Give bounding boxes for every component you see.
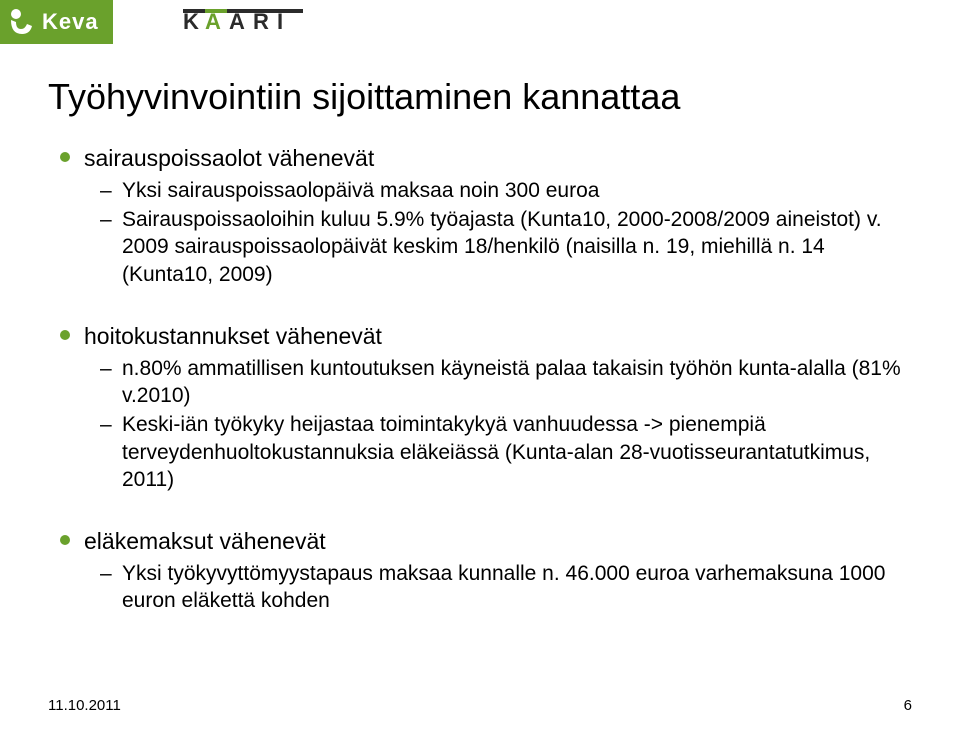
bullet-dot-icon [60,535,70,545]
keva-wordmark: Keva [42,9,99,35]
bullet-dash-icon: – [100,206,112,233]
bullet-level1: sairauspoissaolot vähenevät [60,144,910,173]
bullet-dot-icon [60,330,70,340]
footer: 11.10.2011 6 [48,697,912,714]
keva-logo: Keva [0,0,113,44]
bullet-text: n.80% ammatillisen kuntoutuksen käyneist… [122,355,910,410]
header: Keva K A A R I [0,0,960,44]
bullet-dash-icon: – [100,177,112,204]
slide-title: Työhyvinvointiin sijoittaminen kannattaa [48,76,680,118]
kaari-logo: K A A R I [183,7,333,37]
bullet-dot-icon [60,152,70,162]
bullet-level1: eläkemaksut vähenevät [60,527,910,556]
bullet-text: Yksi työkyvyttömyystapaus maksaa kunnall… [122,560,910,615]
bullet-level2: – Sairauspoissaoloihin kuluu 5.9% työaja… [100,206,910,288]
slide: Keva K A A R I Työhyvinvointiin sijoitta… [0,0,960,732]
bullet-level2: – Yksi sairauspoissaolopäivä maksaa noin… [100,177,910,204]
keva-icon [10,8,34,36]
bullet-text: eläkemaksut vähenevät [84,527,326,556]
bullet-dash-icon: – [100,411,112,438]
bullet-dash-icon: – [100,560,112,587]
footer-date: 11.10.2011 [48,697,121,714]
bullet-level2: – Keski-iän työkyky heijastaa toimintaky… [100,411,910,493]
bullet-text: Yksi sairauspoissaolopäivä maksaa noin 3… [122,177,599,204]
slide-content: sairauspoissaolot vähenevät – Yksi saira… [60,140,910,617]
bullet-text: Keski-iän työkyky heijastaa toimintakyky… [122,411,910,493]
bullet-dash-icon: – [100,355,112,382]
bullet-text: Sairauspoissaoloihin kuluu 5.9% työajast… [122,206,910,288]
bullet-level2: – Yksi työkyvyttömyystapaus maksaa kunna… [100,560,910,615]
bullet-level2: – n.80% ammatillisen kuntoutuksen käynei… [100,355,910,410]
bullet-text: hoitokustannukset vähenevät [84,322,382,351]
bullet-text: sairauspoissaolot vähenevät [84,144,374,173]
bullet-level1: hoitokustannukset vähenevät [60,322,910,351]
footer-page: 6 [904,697,912,714]
